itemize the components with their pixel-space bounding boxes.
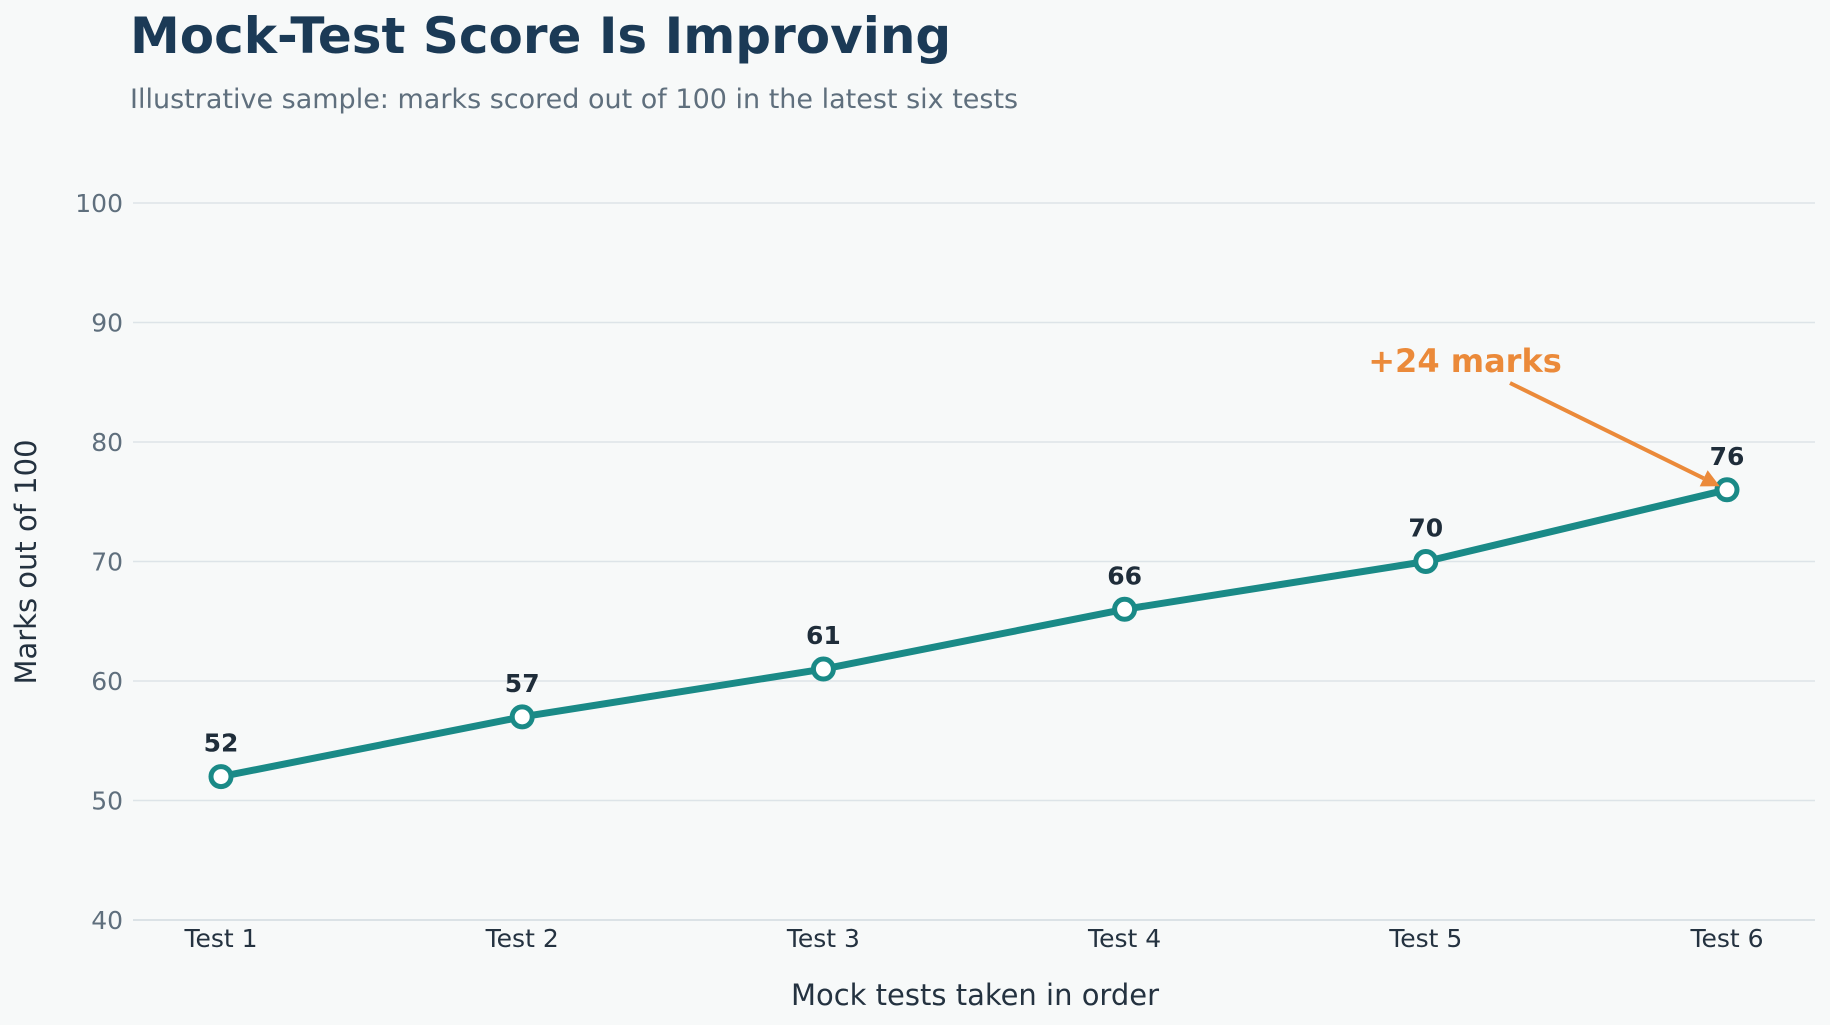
data-point <box>509 704 535 730</box>
x-tick-label: Test 1 <box>183 924 257 953</box>
data-label: 61 <box>806 621 841 650</box>
chart-subtitle: Illustrative sample: marks scored out of… <box>130 84 1018 115</box>
series-score <box>208 477 1740 790</box>
chart-title: Mock-Test Score Is Improving <box>130 7 951 65</box>
annotation-arrow <box>1509 381 1705 481</box>
data-point <box>1413 549 1439 574</box>
x-tick-label: Test 2 <box>485 924 559 953</box>
x-axis-ticks: Test 1 Test 2 Test 3 Test 4 Test 5 Test 6 <box>183 924 1763 953</box>
data-label: 52 <box>204 729 239 758</box>
y-axis-label: Marks out of 100 <box>9 439 43 684</box>
annotation-text: +24 marks <box>1368 342 1562 380</box>
y-tick-label: 90 <box>91 309 123 338</box>
data-point <box>1112 596 1138 622</box>
y-tick-label: 100 <box>75 189 123 218</box>
annotation: +24 marks <box>1368 342 1720 487</box>
x-axis-label: Mock tests taken in order <box>791 978 1159 1012</box>
y-tick-label: 80 <box>91 428 123 457</box>
data-label: 66 <box>1107 561 1142 590</box>
data-labels: 52 57 61 66 70 76 <box>204 442 1745 758</box>
x-tick-label: Test 5 <box>1388 924 1462 953</box>
data-label: 57 <box>505 669 540 698</box>
data-label: 76 <box>1710 442 1745 471</box>
x-tick-label: Test 6 <box>1689 924 1763 953</box>
y-tick-label: 60 <box>91 667 123 696</box>
annotation-arrowhead <box>1699 470 1720 487</box>
y-tick-label: 70 <box>91 548 123 577</box>
data-point <box>810 656 836 682</box>
x-tick-label: Test 3 <box>786 924 860 953</box>
y-axis-ticks: 40 50 60 70 80 90 100 <box>75 189 123 935</box>
data-label: 70 <box>1408 514 1443 543</box>
gridlines <box>133 202 1815 921</box>
x-tick-label: Test 4 <box>1087 924 1161 953</box>
y-tick-label: 50 <box>91 787 123 816</box>
series-line <box>217 486 1731 781</box>
data-point <box>1714 477 1740 503</box>
y-tick-label: 40 <box>91 906 123 935</box>
data-point <box>208 764 234 790</box>
